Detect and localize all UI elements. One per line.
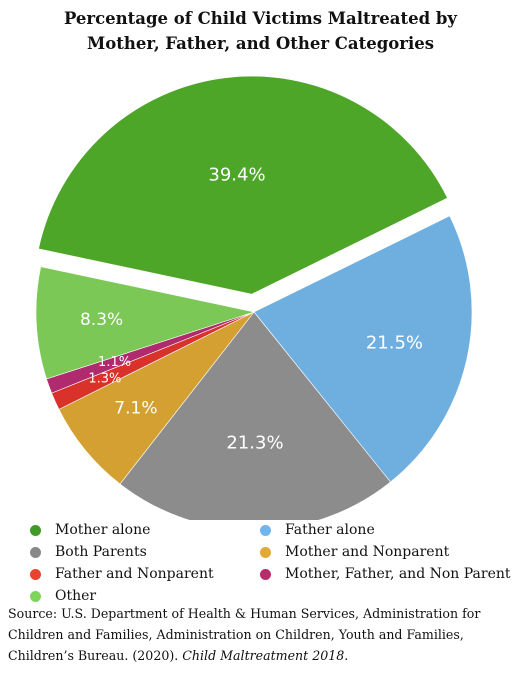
legend-label: Mother and Nonparent xyxy=(285,544,450,560)
slice-label-father-alone: 21.5% xyxy=(366,333,423,354)
legend-marker-icon xyxy=(30,524,41,536)
chart-title: Percentage of Child Victims Maltreated b… xyxy=(0,6,521,56)
slice-label-mother-alone: 39.4% xyxy=(208,165,265,186)
pie-slice-other xyxy=(35,266,256,380)
pie-slice-labels: 39.4% 21.5% 21.3% 7.1% 1.3%1.1% 8.3% xyxy=(80,165,423,454)
legend-label: Other xyxy=(55,588,97,604)
legend-label: Father alone xyxy=(285,522,375,538)
legend-marker-icon xyxy=(30,590,41,602)
source-note: Source: U.S. Department of Health & Huma… xyxy=(8,603,514,666)
slice-label-both-parents: 21.3% xyxy=(226,432,283,453)
legend-item-mother-and-nonparent: Mother and Nonparent xyxy=(260,542,521,562)
legend: Mother alone Father alone Both Parents Moth… xyxy=(30,520,521,606)
legend-label: Father and Nonparent xyxy=(55,566,214,582)
pie-chart: 39.4% 21.5% 21.3% 7.1% 1.3%1.1% 8.3% xyxy=(35,75,473,520)
slice-label-father-and-nonparent: 1.3% xyxy=(88,371,121,386)
chart-title-line-2: Mother, Father, and Other Categories xyxy=(86,34,435,53)
pie-slice-father-alone xyxy=(253,215,473,483)
legend-marker-icon xyxy=(260,546,271,558)
slice-label-mother-father-and-non-parent: 1.1% xyxy=(98,355,131,370)
source-text: Source: U.S. Department of Health & Huma… xyxy=(8,606,481,663)
legend-item-father-and-nonparent: Father and Nonparent xyxy=(30,564,260,584)
source-publication-title: Child Maltreatment 2018 xyxy=(182,648,345,663)
legend-item-father-alone: Father alone xyxy=(260,520,521,540)
chart-title-line-1: Percentage of Child Victims Maltreated b… xyxy=(63,9,458,28)
legend-item-mother-father-and-non-parent: Mother, Father, and Non Parent xyxy=(260,564,521,584)
legend-marker-icon xyxy=(260,568,271,580)
legend-item-other: Other xyxy=(30,586,260,606)
legend-label: Mother alone xyxy=(55,522,151,538)
slice-label-other: 8.3% xyxy=(80,310,123,330)
pie-slice-mother-alone xyxy=(38,75,448,295)
source-period: . xyxy=(344,648,349,663)
legend-item-both-parents: Both Parents xyxy=(30,542,260,562)
legend-label: Mother, Father, and Non Parent xyxy=(285,566,511,582)
legend-marker-icon xyxy=(30,568,41,580)
legend-marker-icon xyxy=(30,546,41,558)
legend-item-mother-alone: Mother alone xyxy=(30,520,260,540)
legend-label: Both Parents xyxy=(55,544,147,560)
slice-label-mother-and-nonparent: 7.1% xyxy=(114,399,157,419)
pie-slices xyxy=(35,75,473,520)
legend-marker-icon xyxy=(260,524,271,536)
pie-slice-both-parents xyxy=(119,311,391,520)
